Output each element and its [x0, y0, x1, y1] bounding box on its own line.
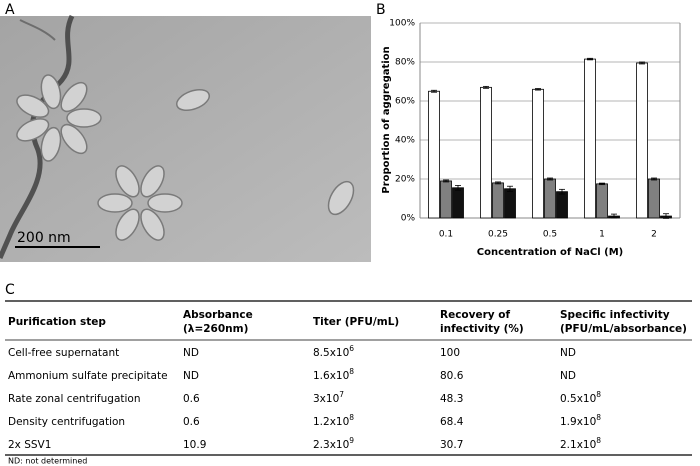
error-bar: [611, 213, 617, 219]
error-bar: [599, 182, 605, 186]
cell-exponent: 8: [596, 413, 601, 422]
table-cell: 1.2x108: [313, 413, 354, 428]
cell-exponent: 7: [339, 390, 344, 399]
y-tick-label: 40%: [395, 136, 415, 146]
cell-base: 3x10: [313, 393, 339, 405]
scale-bar-label: 200 nm: [17, 230, 71, 246]
x-tick-label: 0.1: [439, 230, 453, 240]
table-cell: ND: [183, 347, 199, 359]
table-cell: 1.9x108: [560, 413, 601, 428]
error-bar: [535, 88, 541, 91]
error-bar: [495, 181, 501, 185]
y-tick-label: 60%: [395, 97, 415, 107]
cell-exponent: 8: [349, 413, 354, 422]
error-bar: [443, 179, 449, 183]
micrograph: [0, 14, 371, 262]
y-tick-label: 20%: [395, 175, 415, 185]
panel-label: C: [5, 282, 15, 298]
column-header: Recovery of: [440, 309, 511, 321]
table-cell: 10.9: [183, 439, 206, 451]
bar: [556, 191, 568, 219]
error-bar: [431, 89, 437, 93]
cell-base: 2.3x10: [313, 439, 349, 451]
y-tick-label: 100%: [389, 19, 415, 29]
error-bar: [547, 177, 553, 181]
error-bar: [507, 185, 513, 192]
column-header: infectivity (%): [440, 323, 524, 335]
table-cell: Cell-free supernatant: [8, 347, 119, 359]
y-tick-label: 80%: [395, 58, 415, 68]
cell-exponent: 8: [596, 390, 601, 399]
panel-label: B: [376, 2, 386, 18]
cell-base: 2.1x10: [560, 439, 596, 451]
table-cell: ND: [560, 347, 576, 359]
error-bar: [587, 57, 593, 61]
cell-base: 1.9x10: [560, 416, 596, 428]
cell-exponent: 6: [349, 344, 354, 353]
bar: [452, 187, 464, 219]
cell-exponent: 8: [596, 436, 601, 445]
table-cell: Rate zonal centrifugation: [8, 393, 141, 405]
cell-base: 0.5x10: [560, 393, 596, 405]
table-cell: Density centrifugation: [8, 416, 125, 428]
table-cell: 80.6: [440, 370, 464, 382]
y-tick-label: 0%: [401, 214, 416, 224]
table-cell: 68.4: [440, 416, 464, 428]
table-cell: ND: [183, 370, 199, 382]
cell-base: 1.6x10: [313, 370, 349, 382]
table-cell: 30.7: [440, 439, 463, 451]
table-cell: 2.1x108: [560, 436, 601, 451]
error-bar: [663, 213, 669, 219]
table-cell: 0.6: [183, 416, 200, 428]
table-cell: 2.3x109: [313, 436, 354, 451]
table-cell: 8.5x106: [313, 344, 354, 359]
error-bar: [559, 188, 565, 195]
table-cell: 100: [440, 347, 460, 359]
column-header: (λ=260nm): [183, 323, 248, 335]
bar: [596, 183, 608, 219]
column-header: Titer (PFU/mL): [313, 316, 399, 328]
bar: [480, 86, 492, 219]
x-tick-label: 2: [651, 230, 657, 240]
table-cell: 1.6x108: [313, 367, 354, 382]
bar: [532, 88, 544, 219]
table-cell: ND: [560, 370, 576, 382]
table-cell: 3x107: [313, 390, 344, 405]
bar: [648, 178, 660, 219]
error-bar: [483, 85, 489, 89]
bar: [492, 182, 504, 219]
table-cell: 0.5x108: [560, 390, 601, 405]
error-bar: [651, 177, 657, 181]
cell-base: 1.2x10: [313, 416, 349, 428]
cell-exponent: 8: [349, 367, 354, 376]
table-cell: 48.3: [440, 393, 463, 405]
bar: [504, 188, 516, 219]
cell-exponent: 9: [349, 436, 354, 445]
column-header: (PFU/mL/absorbance): [560, 323, 687, 335]
table-cell: 2x SSV1: [8, 439, 51, 451]
table-cell: 0.6: [183, 393, 200, 405]
x-tick-label: 0.5: [543, 230, 557, 240]
x-axis-label: Concentration of NaCl (M): [477, 247, 623, 258]
table-cell: Ammonium sulfate precipitate: [8, 370, 168, 382]
cell-base: 8.5x10: [313, 347, 349, 359]
y-axis-label: Proportion of aggregation: [381, 46, 392, 193]
x-tick-label: 0.25: [488, 230, 508, 240]
column-header: Purification step: [8, 316, 106, 328]
x-tick-label: 1: [599, 230, 605, 240]
column-header: Specific infectivity: [560, 309, 670, 321]
bar: [544, 178, 556, 219]
bar: [428, 90, 440, 219]
error-bar: [455, 185, 461, 191]
bar: [636, 62, 648, 219]
bar: [584, 58, 596, 219]
panel-label: A: [5, 2, 15, 18]
error-bar: [639, 61, 645, 65]
bar: [440, 180, 452, 219]
footnote: ND: not determined: [8, 457, 87, 466]
column-header: Absorbance: [183, 309, 253, 321]
